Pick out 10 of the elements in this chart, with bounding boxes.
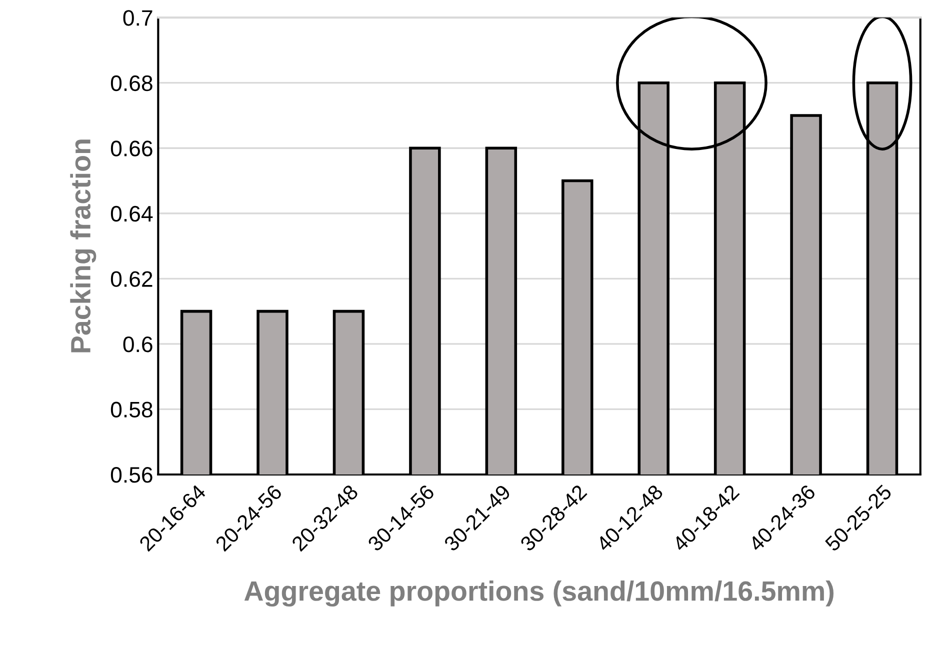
x-axis-title: Aggregate proportions (sand/10mm/16.5mm) (244, 580, 834, 607)
y-tick-label: 0.58 (110, 402, 152, 418)
y-tick-label: 0.7 (123, 10, 152, 26)
y-tick-label: 0.56 (110, 467, 152, 483)
y-tick-label: 0.6 (123, 336, 152, 352)
y-tick-label: 0.66 (110, 140, 152, 156)
y-tick-label: 0.62 (110, 271, 152, 287)
y-tick-label: 0.64 (110, 206, 153, 222)
y-tick-label: 0.68 (110, 75, 152, 92)
y-axis-title: Packing fraction (70, 140, 96, 352)
